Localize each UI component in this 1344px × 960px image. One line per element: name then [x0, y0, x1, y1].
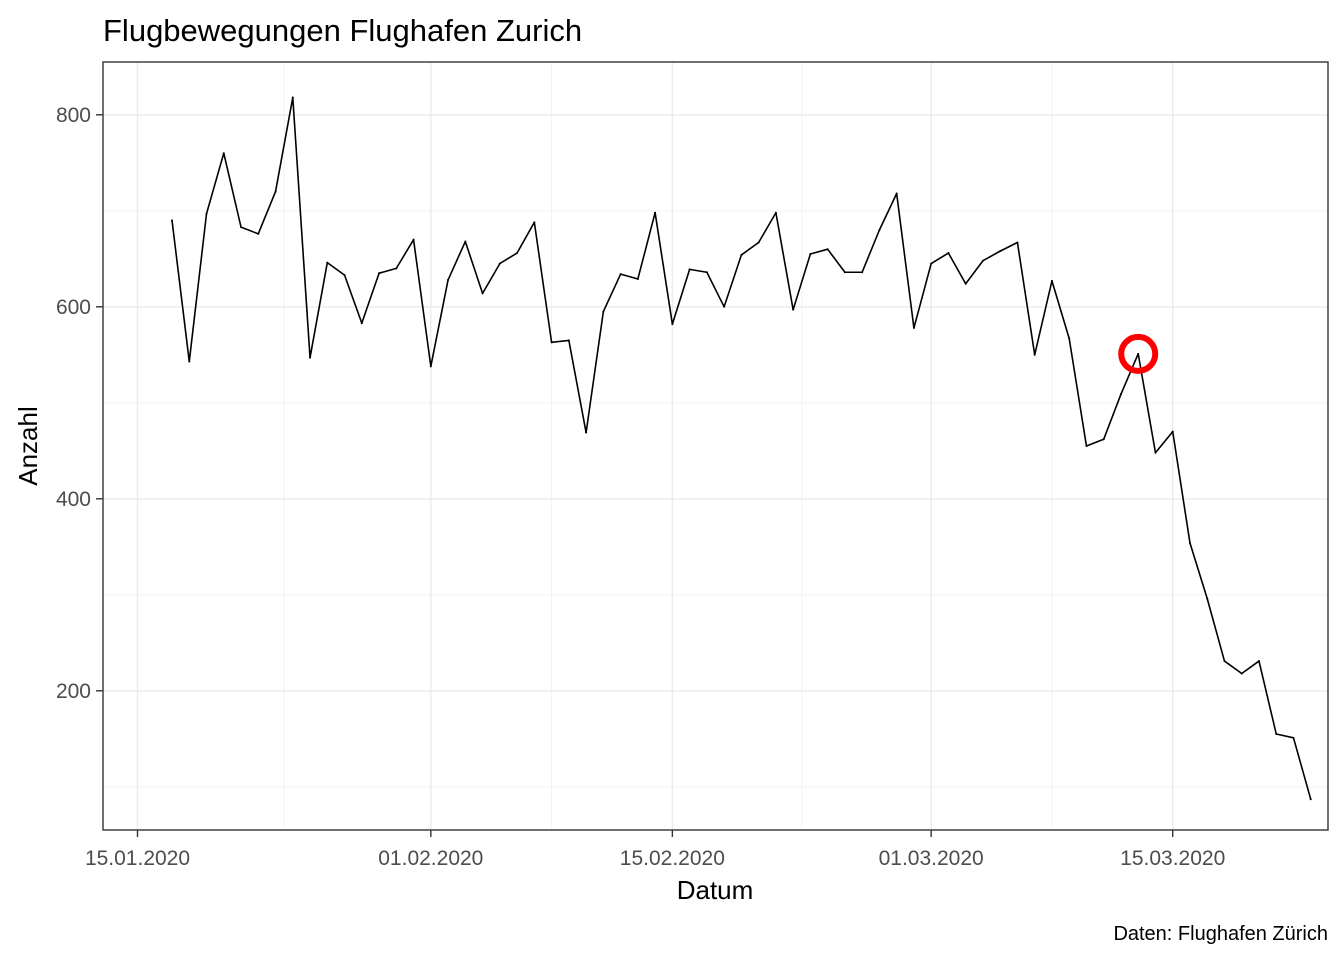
data-point: [1171, 430, 1174, 433]
data-point: [774, 211, 777, 214]
x-tick-label: 01.03.2020: [879, 847, 984, 870]
data-point: [878, 229, 881, 231]
data-point: [740, 253, 743, 256]
data-point: [1016, 241, 1019, 244]
data-point: [1292, 736, 1295, 739]
data-point: [412, 238, 415, 241]
data-point: [533, 221, 536, 224]
data-point: [222, 152, 225, 155]
data-point: [274, 190, 277, 193]
data-point: [257, 232, 260, 235]
x-axis-title: Datum: [677, 875, 754, 905]
data-point: [240, 226, 243, 229]
chart-title: Flugbewegungen Flughafen Zurich: [103, 13, 582, 48]
data-point: [1050, 279, 1053, 282]
y-axis-title: Anzahl: [13, 406, 43, 486]
data-point: [326, 261, 329, 264]
data-point: [654, 211, 657, 214]
y-axis: 200 400 600 800: [56, 104, 103, 703]
grid: [103, 62, 1328, 830]
data-points: [171, 96, 1312, 801]
data-point: [1085, 445, 1088, 447]
data-point: [378, 272, 381, 275]
data-point: [1309, 798, 1312, 801]
data-point: [309, 356, 312, 359]
data-point: [723, 305, 726, 308]
caption: Daten: Flughafen Zürich: [1113, 923, 1328, 945]
plot-panel-border: [102, 61, 1329, 831]
data-point: [861, 271, 864, 274]
data-point: [585, 431, 588, 434]
data-point: [705, 271, 708, 274]
data-point: [809, 253, 812, 255]
data-point: [930, 262, 933, 265]
data-point: [343, 274, 346, 277]
x-tick-label: 01.02.2020: [378, 847, 483, 870]
data-point: [1068, 337, 1071, 340]
data-point: [895, 192, 898, 195]
data-point: [464, 240, 467, 243]
data-point: [619, 273, 622, 276]
data-point: [826, 248, 829, 251]
y-tick-label: 600: [56, 296, 91, 319]
data-point: [792, 308, 795, 311]
data-point: [602, 310, 605, 313]
x-axis: 15.01.2020 01.02.2020 15.02.2020 01.03.2020…: [85, 830, 1225, 870]
highlight-circle: [1118, 333, 1159, 374]
data-point: [447, 278, 450, 281]
data-point: [1102, 438, 1105, 441]
data-point: [516, 252, 519, 255]
x-tick-label: 15.01.2020: [85, 847, 190, 870]
data-point: [1223, 660, 1226, 663]
data-point: [429, 365, 432, 368]
data-point: [964, 282, 967, 285]
data-point: [550, 341, 553, 344]
data-point: [1137, 352, 1140, 355]
y-tick-label: 800: [56, 104, 91, 127]
y-tick-label: 400: [56, 488, 91, 511]
data-point: [1033, 353, 1036, 356]
data-point: [171, 219, 174, 222]
data-point: [1275, 733, 1278, 735]
data-point: [1206, 597, 1209, 600]
data-point: [947, 252, 950, 255]
data-point: [188, 360, 191, 363]
data-point: [688, 268, 691, 271]
data-point: [1119, 393, 1122, 396]
y-tick-label: 200: [56, 680, 91, 703]
data-point: [1188, 541, 1191, 544]
x-tick-label: 15.02.2020: [620, 847, 725, 870]
data-point: [912, 326, 915, 329]
data-point: [205, 212, 208, 215]
data-point: [481, 292, 484, 295]
x-tick-label: 15.03.2020: [1120, 847, 1225, 870]
data-point: [999, 250, 1002, 253]
plot-background: [103, 62, 1328, 830]
data-point: [498, 262, 501, 265]
data-point: [1257, 660, 1260, 663]
data-point: [981, 259, 984, 262]
data-point: [567, 339, 570, 342]
data-point: [291, 96, 294, 99]
data-point: [395, 267, 398, 270]
data-point: [636, 277, 639, 280]
data-point: [1240, 672, 1243, 675]
data-point: [843, 271, 846, 274]
data-point: [671, 323, 674, 326]
data-point: [757, 241, 760, 244]
data-point: [1154, 451, 1157, 454]
data-point: [360, 322, 363, 325]
